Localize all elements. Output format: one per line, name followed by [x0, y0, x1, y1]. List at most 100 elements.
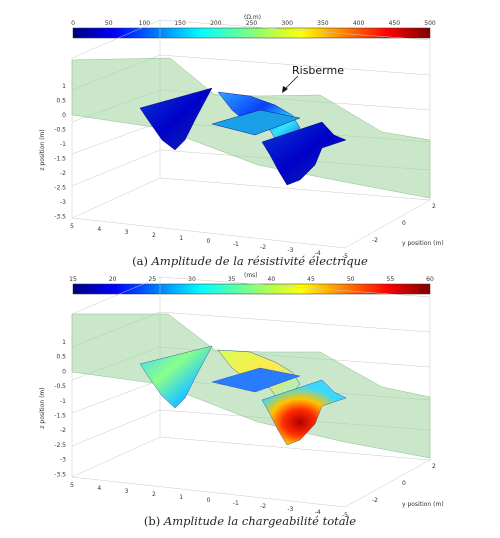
chargeability-slice-right — [261, 379, 347, 446]
colorbar-unit-a: (Ω.m) — [244, 14, 262, 21]
y-axis-ticks-b: 2 0 -2 — [372, 463, 436, 504]
y-tick-label: 2 — [432, 203, 436, 210]
colorbar-b — [72, 283, 431, 295]
figure-panel-b: (ms) — [0, 272, 500, 534]
colorbar-tick-label: 45 — [307, 276, 315, 283]
x-tick-label: 4 — [97, 226, 101, 233]
colorbar-tick-label: 25 — [149, 276, 157, 283]
colorbar-tick-label: 55 — [387, 276, 395, 283]
colorbar-a — [72, 27, 431, 39]
x-tick-label: -1 — [233, 241, 239, 248]
z-axis-ticks-a: 1 0.5 0 -0.5 -1 -1.5 -2 -2.5 -3 -3.5 — [54, 83, 66, 221]
y-axis-label-a: y position (m) — [402, 240, 444, 247]
z-tick-label: 1 — [62, 83, 66, 90]
z-tick-label: 0 — [62, 112, 66, 119]
x-tick-label: 0 — [207, 497, 211, 504]
colorbar-tick-label: 500 — [424, 20, 436, 27]
chargeability-slice-middle — [211, 367, 301, 393]
z-tick-label: -0.5 — [54, 383, 66, 390]
x-tick-label: 3 — [125, 229, 129, 236]
z-tick-label: -2 — [60, 170, 66, 177]
z-axis-label-a: z position (m) — [39, 129, 46, 170]
x-tick-label: -1 — [233, 500, 239, 507]
z-tick-label: 1 — [62, 339, 66, 346]
colorbar-tick-label: 20 — [109, 276, 117, 283]
x-tick-label: 2 — [152, 491, 156, 498]
colorbar-tick-label: 40 — [268, 276, 276, 283]
x-tick-label: 5 — [70, 482, 74, 489]
colorbar-tick-label: 35 — [228, 276, 236, 283]
y-tick-label: -2 — [372, 237, 378, 244]
risberme-arrow-head — [282, 86, 288, 93]
y-tick-label: 0 — [402, 480, 406, 487]
x-tick-label: 5 — [70, 223, 74, 230]
z-tick-label: -3 — [60, 199, 66, 206]
panel-a-plot: 0 50 100 150 200 250 300 350 400 450 500 — [39, 19, 444, 260]
z-tick-label: 0 — [62, 368, 66, 375]
caption-b-prefix: (b) — [143, 514, 161, 528]
x-tick-label: -3 — [287, 506, 293, 513]
x-tick-label: -5 — [342, 253, 348, 260]
x-tick-label: -2 — [260, 503, 266, 510]
z-tick-label: 0.5 — [56, 98, 66, 105]
z-tick-label: 0.5 — [56, 354, 66, 361]
x-tick-label: -3 — [287, 247, 293, 254]
colorbar-ticks-a: 0 50 100 150 200 250 300 350 400 450 500 — [71, 20, 436, 27]
x-tick-label: 1 — [179, 494, 183, 501]
panel-b-plot: 15 20 25 30 35 40 45 50 55 60 — [39, 276, 444, 519]
caption-a-prefix: (a) — [132, 254, 148, 268]
y-tick-label: -2 — [372, 497, 378, 504]
colorbar-tick-label: 350 — [317, 20, 329, 27]
z-tick-label: -2.5 — [54, 185, 66, 192]
colorbar-tick-label: 250 — [246, 20, 258, 27]
x-tick-label: -4 — [315, 509, 321, 516]
y-axis-ticks-a: 2 0 -2 — [372, 203, 436, 244]
resistivity-slice-left — [139, 87, 213, 151]
x-tick-label: 1 — [179, 235, 183, 242]
x-tick-label: 4 — [97, 485, 101, 492]
z-tick-label: -3.5 — [54, 471, 66, 478]
y-axis-label-b: y position (m) — [402, 501, 444, 508]
y-tick-label: 2 — [432, 463, 436, 470]
colorbar-tick-label: 100 — [139, 20, 151, 27]
risberme-label: Risberme — [292, 64, 344, 77]
z-tick-label: -1 — [60, 141, 66, 148]
caption-a-text: Amplitude de la résistivité électrique — [151, 254, 368, 268]
x-axis-ticks-b: 5 4 3 2 1 0 -1 -2 -3 -4 -5 — [70, 482, 348, 519]
z-tick-label: -0.5 — [54, 127, 66, 134]
x-axis-ticks-a: 5 4 3 2 1 0 -1 -2 -3 -4 -5 — [70, 223, 348, 260]
x-tick-label: 3 — [125, 488, 129, 495]
x-tick-label: 0 — [207, 238, 211, 245]
colorbar-tick-label: 15 — [69, 276, 77, 283]
caption-b-text: Amplitude la chargeabilité totale — [163, 514, 357, 528]
z-tick-label: -1.5 — [54, 413, 66, 420]
resistivity-slice-right — [261, 121, 347, 186]
colorbar-tick-label: 50 — [347, 276, 355, 283]
colorbar-unit-b: (ms) — [244, 272, 258, 279]
z-axis-label-b: z position (m) — [39, 387, 46, 428]
z-tick-label: -3.5 — [54, 214, 66, 221]
colorbar-tick-label: 400 — [353, 20, 365, 27]
colorbar-tick-label: 450 — [389, 20, 401, 27]
z-tick-label: -2 — [60, 427, 66, 434]
colorbar-tick-label: 200 — [210, 20, 222, 27]
z-axis-ticks-b: 1 0.5 0 -0.5 -1 -1.5 -2 -2.5 -3 -3.5 — [54, 339, 66, 478]
x-tick-label: 2 — [152, 232, 156, 239]
colorbar-tick-label: 300 — [281, 20, 293, 27]
z-tick-label: -1 — [60, 398, 66, 405]
figure-panel-a: (Ω.m) — [0, 14, 500, 268]
y-tick-label: 0 — [402, 220, 406, 227]
x-tick-label: -2 — [260, 244, 266, 251]
colorbar-tick-label: 50 — [105, 20, 113, 27]
colorbar-tick-label: 60 — [426, 276, 434, 283]
caption-b: (b) Amplitude la chargeabilité totale — [0, 514, 500, 528]
x-tick-label: -4 — [315, 250, 321, 257]
colorbar-tick-label: 0 — [71, 20, 75, 27]
resistivity-slice-middle — [211, 109, 301, 136]
z-tick-label: -3 — [60, 457, 66, 464]
chargeability-slice-left — [139, 345, 213, 409]
caption-a: (a) Amplitude de la résistivité électriq… — [0, 254, 500, 268]
x-tick-label: -5 — [342, 512, 348, 519]
risberme-arrow-line — [283, 75, 299, 91]
z-tick-label: -2.5 — [54, 442, 66, 449]
